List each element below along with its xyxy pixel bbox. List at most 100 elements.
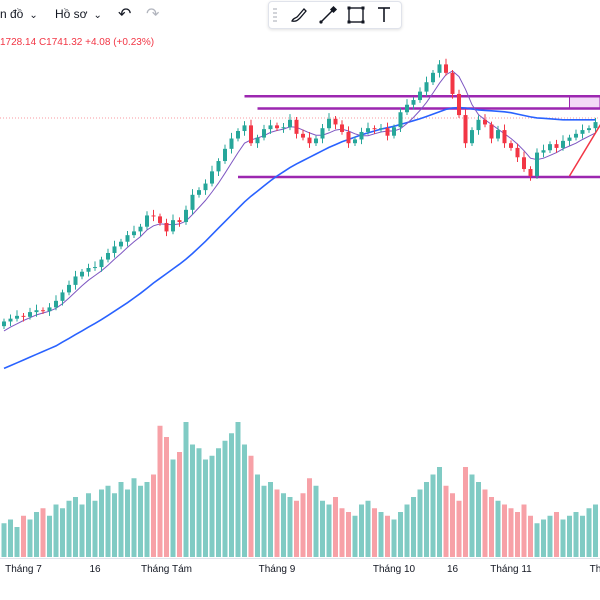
candle[interactable] [333,116,338,130]
candle[interactable] [8,314,13,327]
candle[interactable] [424,76,429,97]
candle[interactable] [561,135,565,151]
candle[interactable] [28,307,32,320]
candle[interactable] [145,211,149,230]
candle[interactable] [184,205,188,225]
candle[interactable] [80,268,84,280]
candle[interactable] [437,60,442,78]
candle[interactable] [294,116,299,139]
candle[interactable] [93,261,97,271]
candle[interactable] [249,119,253,147]
brush-icon[interactable] [289,5,311,25]
candle[interactable] [593,117,598,133]
candle[interactable] [476,115,481,135]
drag-handle-icon[interactable] [273,8,277,22]
candle[interactable] [242,121,247,136]
candle[interactable] [132,225,136,238]
candle[interactable] [392,124,396,139]
candle[interactable] [34,304,39,317]
candle[interactable] [203,179,208,195]
candle[interactable] [463,109,468,148]
candle[interactable] [190,189,195,215]
candle[interactable] [522,151,526,172]
candle[interactable] [229,132,234,154]
price-zone[interactable] [569,95,600,109]
candle[interactable] [255,134,260,148]
candle[interactable] [535,148,539,179]
undo-icon[interactable]: ↶ [118,6,132,23]
candle[interactable] [418,87,422,103]
candle[interactable] [502,124,507,148]
candle[interactable] [41,307,45,314]
candle[interactable] [171,214,175,235]
candle[interactable] [177,217,182,227]
candle[interactable] [164,218,169,237]
pen-icon[interactable] [317,5,339,25]
candle[interactable] [197,187,201,198]
rectangle-icon[interactable] [345,5,367,25]
candle[interactable] [340,120,344,135]
chart-type-button[interactable]: n đồ ⌄ [0,7,38,21]
candle[interactable] [281,123,286,133]
candle[interactable] [509,140,513,151]
candle[interactable] [67,280,71,296]
candle[interactable] [99,256,104,272]
candle[interactable] [223,144,227,164]
candle[interactable] [515,143,520,162]
candle[interactable] [405,99,409,116]
candle[interactable] [307,131,312,148]
candle[interactable] [119,238,123,250]
candle[interactable] [379,123,383,132]
candle[interactable] [73,270,78,290]
candle[interactable] [314,135,318,147]
candle[interactable] [450,70,455,99]
candle[interactable] [483,114,487,128]
candle[interactable] [327,113,331,132]
candle[interactable] [431,70,435,86]
candle[interactable] [359,127,364,145]
candle[interactable] [15,310,19,322]
candle[interactable] [346,126,351,148]
candle[interactable] [86,263,91,277]
candle[interactable] [210,165,214,187]
candle[interactable] [125,230,130,247]
candle[interactable] [567,134,572,146]
candle[interactable] [301,129,305,141]
candle[interactable] [262,124,266,141]
candle[interactable] [138,223,143,237]
candle[interactable] [236,128,240,142]
text-icon[interactable] [373,5,395,25]
candle[interactable] [541,144,546,158]
candle[interactable] [21,313,26,322]
candle[interactable] [320,123,325,144]
candle[interactable] [470,127,474,147]
candle[interactable] [60,289,65,306]
candle[interactable] [580,124,585,139]
candle[interactable] [496,125,500,142]
candle[interactable] [548,141,552,154]
candle[interactable] [587,125,591,133]
candle[interactable] [216,158,221,177]
candle[interactable] [398,108,403,132]
redo-icon[interactable]: ↷ [146,6,160,23]
candle[interactable] [151,209,156,222]
candle[interactable] [457,89,461,118]
candle[interactable] [2,318,6,329]
candle[interactable] [112,240,117,258]
candle[interactable] [444,58,448,76]
candle[interactable] [54,295,58,311]
candle[interactable] [366,122,370,135]
candle[interactable] [411,97,416,110]
candle[interactable] [268,119,273,134]
candle[interactable] [288,114,292,131]
candle[interactable] [372,125,377,134]
candle[interactable] [47,303,52,316]
profile-button[interactable]: Hồ sơ ⌄ [55,7,102,21]
candle[interactable] [353,136,357,147]
trend-line[interactable] [568,122,600,177]
candle[interactable] [106,248,110,263]
candle[interactable] [574,129,578,141]
candle[interactable] [158,213,162,226]
candle[interactable] [554,139,559,153]
